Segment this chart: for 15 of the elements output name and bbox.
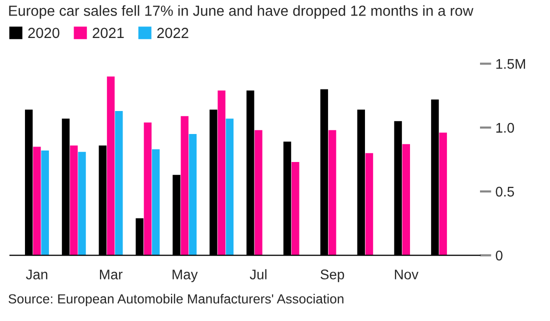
source-note: Source: European Automobile Manufacturers' Association: [8, 294, 344, 306]
legend-label: 2022: [157, 28, 188, 38]
x-tick-label: Jan: [26, 270, 48, 280]
y-tick-label: 0.5: [496, 186, 514, 197]
x-tick-label: Jul: [250, 269, 266, 280]
y-tick-label: 0: [496, 250, 502, 260]
x-tick-label: May: [172, 270, 198, 282]
x-tick-label: Mar: [100, 270, 123, 280]
x-tick-label: Nov: [394, 270, 418, 280]
x-tick-label: Sep: [320, 270, 344, 282]
y-tick-label: 1.0: [496, 122, 514, 133]
y-tick-label: 1.5M: [496, 59, 526, 69]
legend-label: 2021: [92, 28, 124, 38]
legend-label: 2020: [28, 28, 60, 38]
chart-title: Europe car sales fell 17% in June and have dropped 12 months in a row: [9, 5, 474, 19]
